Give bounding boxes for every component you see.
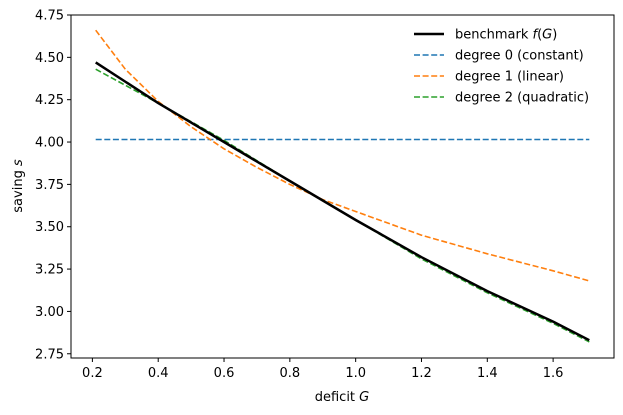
x-tick-label-1: 0.4 [148,366,169,381]
x-tick-label-4: 1.0 [345,366,366,381]
y-tick-label-3: 3.50 [35,220,64,235]
x-axis: 0.2 0.4 0.6 0.8 1.0 1.2 1.4 1.6 [82,358,563,381]
series-line-benchmark-f-g [95,61,590,342]
y-tick-label-8: 4.75 [35,9,64,24]
y-tick-label-0: 2.75 [35,347,64,362]
x-tick-label-5: 1.2 [411,366,432,381]
y-axis: 2.75 3.00 3.25 3.50 3.75 4.00 4.25 4.50 4.75 [35,9,71,362]
y-tick-label-7: 4.50 [35,51,64,66]
plot-background [71,15,614,358]
x-tick-label-2: 0.6 [214,366,235,381]
series-line-degree-1-linear [95,29,590,282]
y-axis-label: saving s [11,159,26,213]
y-tick-label-1: 3.00 [35,305,64,320]
legend-entry-benchmark: benchmark f(G) [414,28,557,43]
series-layer [95,29,590,343]
legend-label-degree-0: degree 0 (constant) [455,49,584,64]
legend-label-benchmark: benchmark f(G) [455,28,557,43]
y-tick-label-2: 3.25 [35,263,64,278]
legend-entry-degree-0: degree 0 (constant) [414,49,584,64]
x-tick-label-6: 1.4 [477,366,498,381]
legend-label-degree-1: degree 1 (linear) [455,70,564,85]
legend: benchmark f(G) degree 0 (constant) degre… [414,28,589,106]
x-tick-label-0: 0.2 [82,366,103,381]
legend-label-degree-2: degree 2 (quadratic) [455,91,589,106]
x-tick-label-7: 1.6 [543,366,564,381]
x-tick-label-3: 0.8 [280,366,301,381]
y-tick-label-6: 4.25 [35,93,64,108]
plot-frame [70,14,615,359]
legend-entry-degree-1: degree 1 (linear) [414,70,564,85]
y-tick-label-4: 3.75 [35,178,64,193]
legend-entry-degree-2: degree 2 (quadratic) [414,91,589,106]
y-tick-label-5: 4.00 [35,136,64,151]
x-axis-label: deficit G [315,390,370,405]
